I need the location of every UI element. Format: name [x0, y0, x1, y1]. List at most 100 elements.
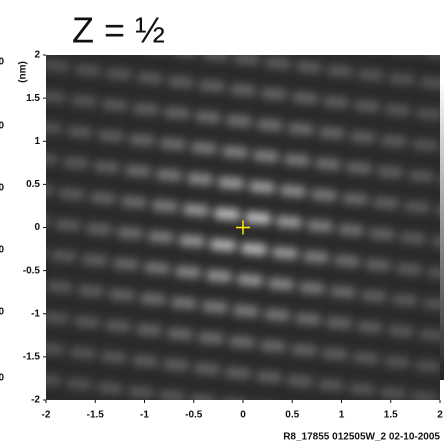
lattice-spot — [90, 191, 104, 204]
lattice-spot — [168, 75, 182, 88]
lattice-spot — [137, 71, 151, 84]
lattice-spot — [106, 67, 120, 80]
lattice-spot — [264, 308, 278, 321]
lattice-spot — [249, 274, 263, 287]
lattice-spot — [428, 108, 440, 121]
lattice-spot — [175, 359, 189, 372]
lattice-spot — [431, 329, 440, 342]
lattice-spot — [226, 208, 240, 221]
lattice-spot — [345, 414, 359, 426]
cropped-label: 0 — [0, 373, 4, 384]
lattice-spot — [109, 288, 123, 301]
lattice-spot — [423, 391, 437, 400]
lattice-spot — [46, 342, 53, 355]
lattice-spot — [420, 170, 434, 183]
lattice-spot — [249, 180, 263, 193]
lattice-spot — [304, 92, 318, 105]
lattice-spot — [78, 284, 92, 297]
x-tick-label: -2 — [42, 410, 51, 421]
lattice-spot — [75, 157, 89, 170]
lattice-spot — [357, 320, 371, 333]
lattice-spot — [252, 402, 266, 414]
lattice-spot — [194, 362, 208, 375]
y-tick-label: 2 — [34, 50, 40, 61]
lattice-spot — [299, 375, 313, 388]
y-tick-label: 0.5 — [26, 179, 40, 190]
lattice-spot — [400, 231, 414, 244]
lattice-spot — [377, 165, 391, 178]
lattice-spot — [46, 90, 54, 103]
lattice-spot — [125, 164, 139, 177]
lattice-spot — [322, 347, 336, 360]
lattice-spot — [264, 403, 278, 415]
lattice-spot — [129, 227, 143, 240]
lattice-spot — [133, 102, 147, 115]
lattice-spot — [349, 382, 363, 395]
lattice-spot — [113, 351, 127, 364]
lattice-spot — [370, 69, 384, 82]
y-tick-label: -0.5 — [23, 265, 41, 276]
lattice-spot — [114, 99, 128, 112]
lattice-spot — [411, 390, 425, 400]
lattice-spot — [404, 294, 418, 307]
lattice-spot — [369, 227, 383, 240]
lattice-spot — [338, 317, 352, 330]
lattice-spot — [82, 253, 96, 266]
lattice-spot — [102, 98, 116, 111]
lattice-spot — [121, 195, 135, 208]
lattice-spot — [334, 254, 348, 267]
lattice-spot — [323, 95, 337, 108]
lattice-spot — [381, 228, 395, 241]
lattice-spot — [222, 145, 236, 158]
lattice-spot — [172, 138, 186, 151]
lattice-spot — [46, 59, 58, 72]
lattice-spot — [389, 166, 403, 179]
lattice-spot — [339, 65, 353, 78]
lattice-spot — [400, 325, 414, 338]
lattice-spot — [396, 356, 410, 369]
cropped-label: 0 — [0, 307, 4, 318]
lattice-spot — [315, 251, 329, 264]
lattice-spot — [423, 297, 437, 310]
lattice-spot — [46, 153, 58, 166]
colorbar — [440, 80, 444, 380]
lattice-spot — [385, 103, 399, 116]
lattice-spot — [140, 292, 154, 305]
lattice-spot — [393, 135, 407, 148]
lattice-spot — [82, 347, 96, 360]
lattice-spot — [373, 290, 387, 303]
lattice-spot — [268, 371, 282, 384]
lattice-spot — [46, 216, 50, 227]
lattice-spot — [171, 390, 185, 400]
lattice-spot — [83, 95, 97, 108]
lattice-spot — [230, 177, 244, 190]
lattice-spot — [257, 118, 271, 131]
lattice-spot — [361, 383, 375, 396]
lattice-spot — [291, 343, 305, 356]
lattice-spot — [144, 261, 158, 274]
lattice-spot — [276, 309, 290, 322]
cropped-label: 0 — [0, 121, 4, 132]
lattice-spot — [109, 382, 123, 395]
lattice-spot — [257, 212, 271, 225]
lattice-spot — [334, 348, 348, 361]
lattice-spot — [51, 343, 65, 356]
lattice-spot — [326, 316, 340, 329]
lattice-spot — [90, 285, 104, 298]
lattice-spot — [207, 111, 221, 124]
lattice-spot — [164, 200, 178, 213]
lattice-spot — [284, 153, 298, 166]
lattice-spot — [415, 359, 429, 372]
y-tick-label: -1.5 — [23, 352, 41, 363]
lattice-spot — [148, 230, 162, 243]
lattice-spot — [392, 387, 406, 400]
lattice-spot — [260, 339, 274, 352]
lattice-spot — [374, 39, 388, 51]
lattice-spot — [401, 73, 415, 86]
lattice-spot — [319, 126, 333, 139]
caption: R8_17855 012505W_2 02-10-2005 — [283, 432, 440, 443]
lattice-spot — [319, 220, 333, 233]
lattice-spot — [311, 282, 325, 295]
lattice-spot — [59, 187, 73, 200]
